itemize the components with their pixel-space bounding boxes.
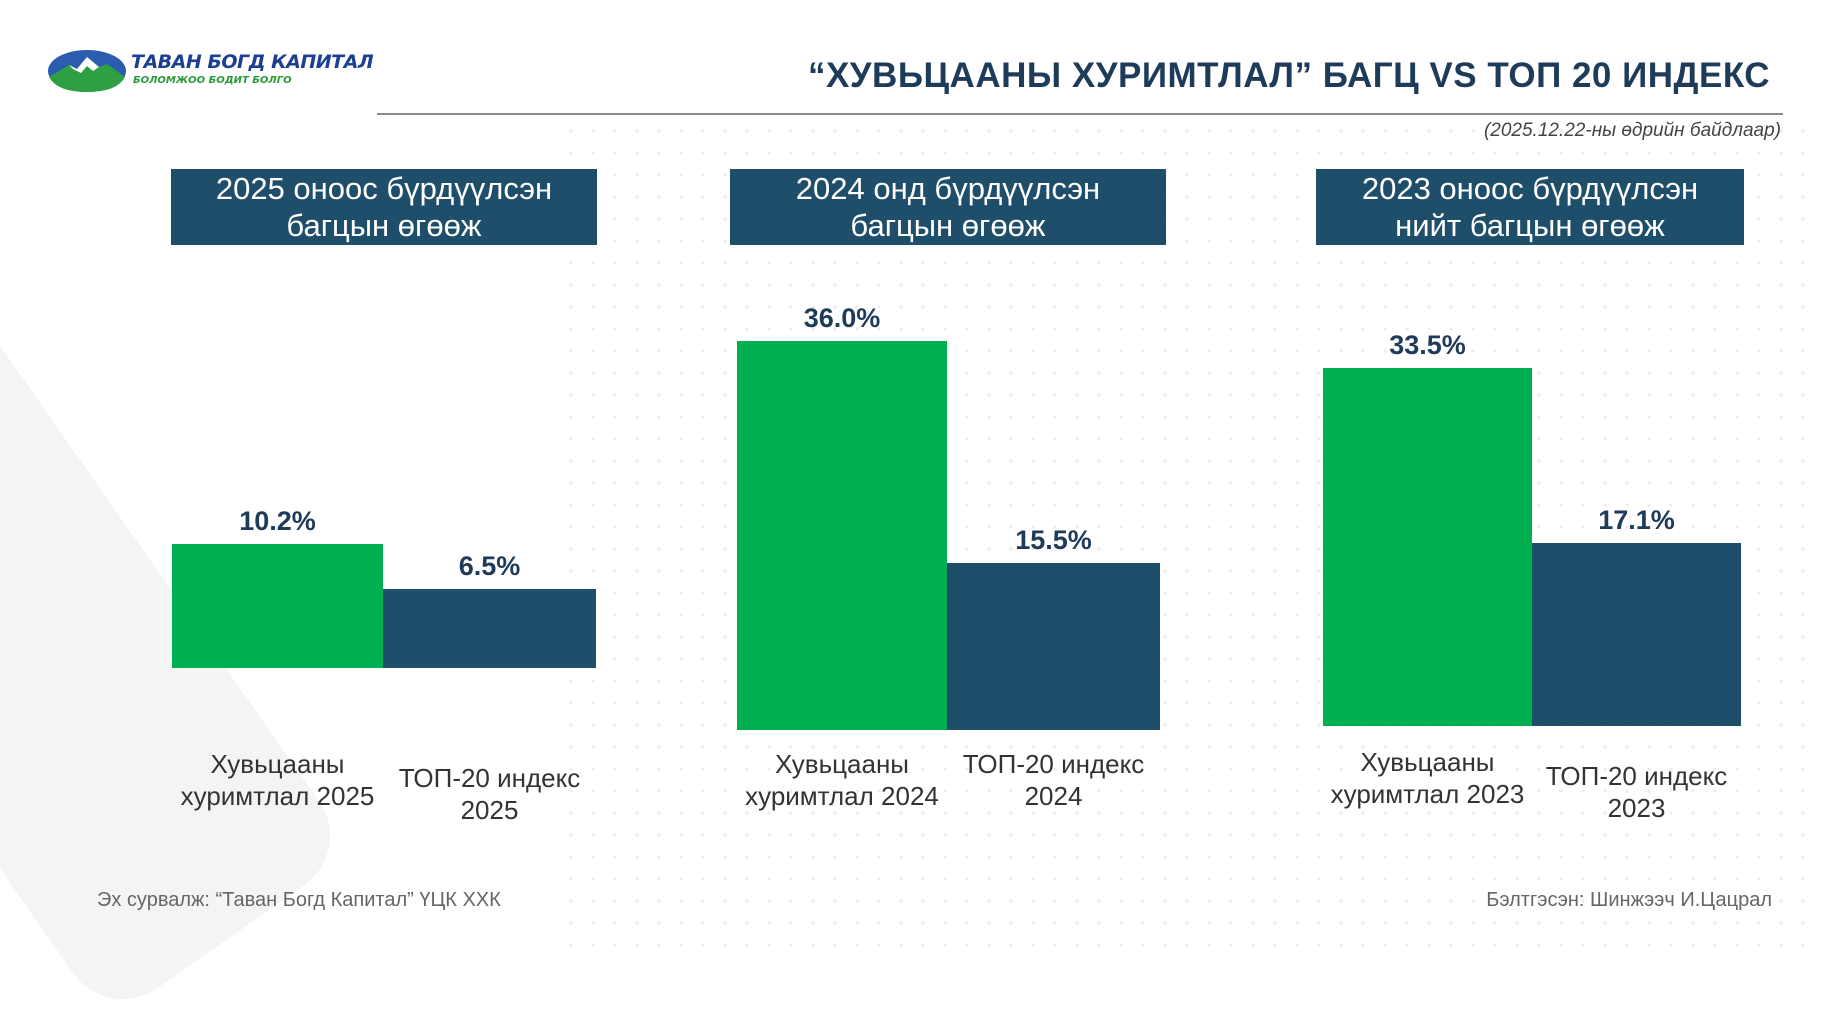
category-label: ТОП-20 индекс 2025 bbox=[398, 763, 581, 825]
category-label: Хувьцааны хуримтлал 2023 bbox=[1330, 747, 1525, 809]
bar-index bbox=[1532, 543, 1741, 726]
as-of-date: (2025.12.22-ны өдрийн байдлаар) bbox=[1483, 120, 1781, 141]
logo-slogan: БОЛОМЖОО БОДИТ БОЛГО bbox=[133, 75, 292, 86]
company-logo: ТАВАН БОГД КАПИТАЛ БОЛОМЖОО БОДИТ БОЛГО bbox=[47, 49, 374, 93]
source-note: Эх сурвалж: “Таван Богд Капитал” ҮЦК ХХК bbox=[97, 889, 501, 911]
category-label: ТОП-20 индекс 2024 bbox=[962, 749, 1145, 811]
title-divider bbox=[377, 113, 1783, 115]
value-label: 6.5% bbox=[458, 550, 521, 581]
value-label: 33.5% bbox=[1389, 329, 1466, 360]
category-label: ТОП-20 индекс 2023 bbox=[1545, 761, 1728, 823]
bar-index bbox=[383, 588, 596, 668]
value-label: 15.5% bbox=[1015, 524, 1092, 555]
logo-name: ТАВАН БОГД КАПИТАЛ bbox=[131, 51, 374, 73]
chart-title: 2023 оноос бүрдүүлсэн нийт багцын өгөөж bbox=[1361, 171, 1699, 243]
category-label: Хувьцааны хуримтлал 2024 bbox=[745, 749, 939, 811]
chart-title-box: 2023 оноос бүрдүүлсэн нийт багцын өгөөж bbox=[1316, 169, 1744, 245]
mountain-logo-icon bbox=[48, 50, 126, 92]
bar-portfolio bbox=[172, 543, 383, 668]
bar-portfolio bbox=[737, 341, 947, 730]
chart-title-box: 2025 оноос бүрдүүлсэн багцын өгөөж bbox=[171, 169, 597, 245]
bar-index bbox=[947, 562, 1160, 730]
author-note: Бэлтгэсэн: Шинжээч И.Цацрал bbox=[1486, 889, 1772, 911]
value-label: 36.0% bbox=[803, 303, 881, 334]
value-label: 17.1% bbox=[1598, 505, 1675, 536]
value-label: 10.2% bbox=[239, 505, 316, 536]
category-label: Хувьцааны хуримтлал 2025 bbox=[180, 749, 375, 811]
page-title: “ХУВЬЦААНЫ ХУРИМТЛАЛ” БАГЦ VS ТОП 20 ИНД… bbox=[807, 56, 1770, 95]
chart-title: 2024 онд бүрдүүлсэн багцын өгөөж bbox=[795, 171, 1101, 243]
chart-title-box: 2024 онд бүрдүүлсэн багцын өгөөж bbox=[730, 169, 1166, 245]
bar-portfolio bbox=[1323, 367, 1532, 726]
chart-title: 2025 оноос бүрдүүлсэн багцын өгөөж bbox=[215, 171, 553, 243]
